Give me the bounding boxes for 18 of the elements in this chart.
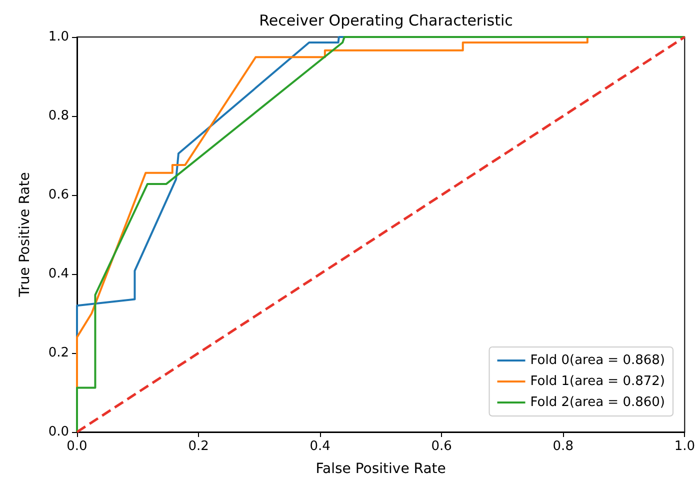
x-tick-label: 0.6 bbox=[431, 439, 452, 454]
x-tick-label: 0.2 bbox=[188, 439, 209, 454]
y-tick-label: 0.8 bbox=[48, 108, 69, 124]
y-tick-label: 0.6 bbox=[48, 188, 69, 202]
y-axis-title: True Positive Rate bbox=[17, 172, 33, 298]
x-tick-label: 0.4 bbox=[310, 439, 330, 454]
legend-label: Fold 0(area = 0.868) bbox=[530, 353, 666, 368]
y-tick-label: 0.2 bbox=[48, 346, 69, 360]
legend-label: Fold 1(area = 0.872) bbox=[530, 374, 666, 389]
x-tick-label: 0.8 bbox=[552, 439, 574, 454]
y-tick-label: 0.4 bbox=[48, 266, 69, 282]
x-tick-label: 0.0 bbox=[66, 439, 88, 454]
x-tick-label: 1.0 bbox=[674, 439, 696, 454]
x-axis-title: False Positive Rate bbox=[316, 461, 446, 477]
y-tick-label: 0.0 bbox=[48, 424, 69, 440]
y-tick-label: 1.0 bbox=[48, 30, 69, 44]
legend-label: Fold 2(area = 0.860) bbox=[530, 395, 666, 410]
chart-title: Receiver Operating Characteristic bbox=[259, 12, 513, 30]
